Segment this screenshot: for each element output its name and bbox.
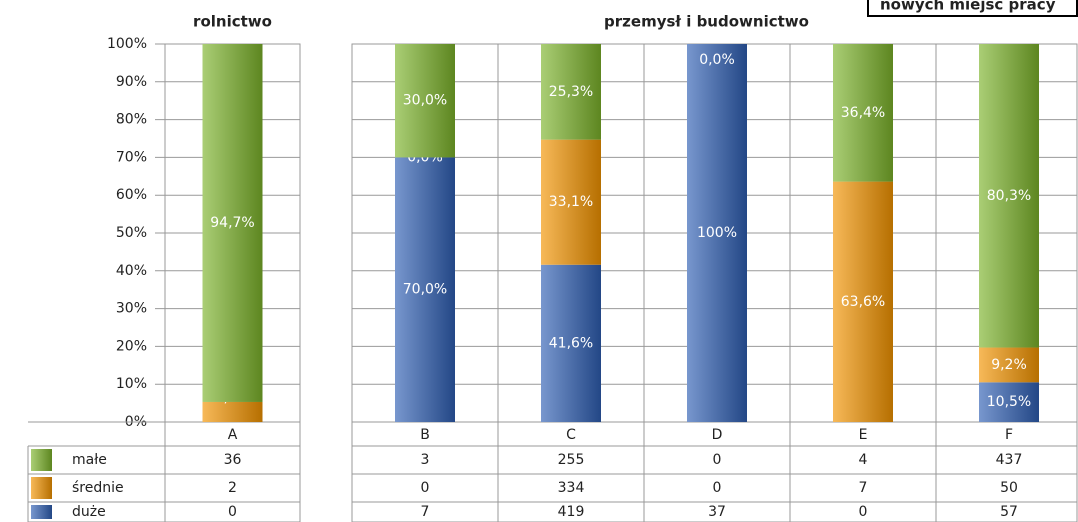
x-tick-label: B	[420, 427, 430, 443]
table-count: 37	[708, 504, 726, 520]
value-label: 25,3%	[549, 84, 593, 100]
table-count: 437	[996, 452, 1023, 468]
table-count: 419	[558, 504, 585, 520]
table-count: 0	[228, 504, 237, 520]
bar-segment	[202, 401, 263, 422]
table-count: 50	[1000, 480, 1018, 496]
value-label: 70,0%	[403, 282, 447, 298]
value-label: 33,1%	[549, 194, 593, 210]
bar-segment	[202, 44, 263, 402]
y-tick-label: 80%	[116, 112, 147, 128]
table-count: 36	[224, 452, 242, 468]
bar-segment	[833, 181, 893, 422]
value-label: 63,6%	[841, 294, 885, 310]
note-box	[867, 0, 1078, 17]
legend-swatch	[31, 505, 52, 519]
y-tick-label: 30%	[116, 301, 147, 317]
bar-segment	[541, 264, 601, 422]
y-tick-label: 20%	[116, 338, 147, 354]
y-tick-label: 40%	[116, 263, 147, 279]
bar-segment	[833, 44, 893, 182]
bar-segment	[979, 382, 1039, 422]
table-count: 7	[421, 504, 430, 520]
bar-segment	[687, 44, 747, 422]
legend-label: średnie	[72, 480, 124, 496]
table-count: 2	[228, 480, 237, 496]
table-count: 3	[421, 452, 430, 468]
legend-label: duże	[72, 504, 106, 520]
legend-label: małe	[72, 452, 107, 468]
y-tick-label: 60%	[116, 187, 147, 203]
value-label: 41,6%	[549, 335, 593, 351]
y-tick-label: 50%	[116, 225, 147, 241]
panel-title: rolnictwo	[193, 13, 272, 31]
bar-segment	[541, 44, 601, 140]
table-count: 255	[558, 452, 585, 468]
x-tick-label: F	[1005, 427, 1013, 443]
table-count: 4	[859, 452, 868, 468]
value-label: 9,2%	[991, 357, 1027, 373]
x-tick-label: E	[859, 427, 868, 443]
legend-swatch	[31, 449, 52, 471]
bar-segment	[395, 157, 455, 422]
value-label: 80,3%	[987, 188, 1031, 204]
x-tick-label: C	[566, 427, 576, 443]
table-count: 334	[558, 480, 585, 496]
table-count: 7	[859, 480, 868, 496]
table-count: 0	[713, 452, 722, 468]
bar-segment	[979, 44, 1039, 348]
value-label: 94,7%	[210, 215, 254, 231]
annotation: nowych miejsc pracy	[880, 0, 1056, 14]
y-tick-label: 10%	[116, 376, 147, 392]
legend-swatch	[31, 477, 52, 499]
value-label: 100%	[697, 225, 737, 241]
value-label: 10,5%	[987, 394, 1031, 410]
x-tick-label: D	[712, 427, 723, 443]
panel-title: przemysł i budownictwo	[604, 13, 809, 31]
table-count: 0	[421, 480, 430, 496]
bar-segment	[979, 347, 1039, 383]
table-count: 0	[713, 480, 722, 496]
y-tick-label: 100%	[107, 36, 147, 52]
x-tick-label: A	[228, 427, 238, 443]
bar-segment	[541, 139, 601, 265]
value-label: 30,0%	[403, 93, 447, 109]
y-tick-label: 70%	[116, 149, 147, 165]
y-tick-label: 90%	[116, 74, 147, 90]
table-count: 57	[1000, 504, 1018, 520]
bar-segment	[395, 44, 455, 158]
value-label: 36,4%	[841, 105, 885, 121]
table-count: 0	[859, 504, 868, 520]
value-label: 0,0%	[699, 52, 735, 68]
